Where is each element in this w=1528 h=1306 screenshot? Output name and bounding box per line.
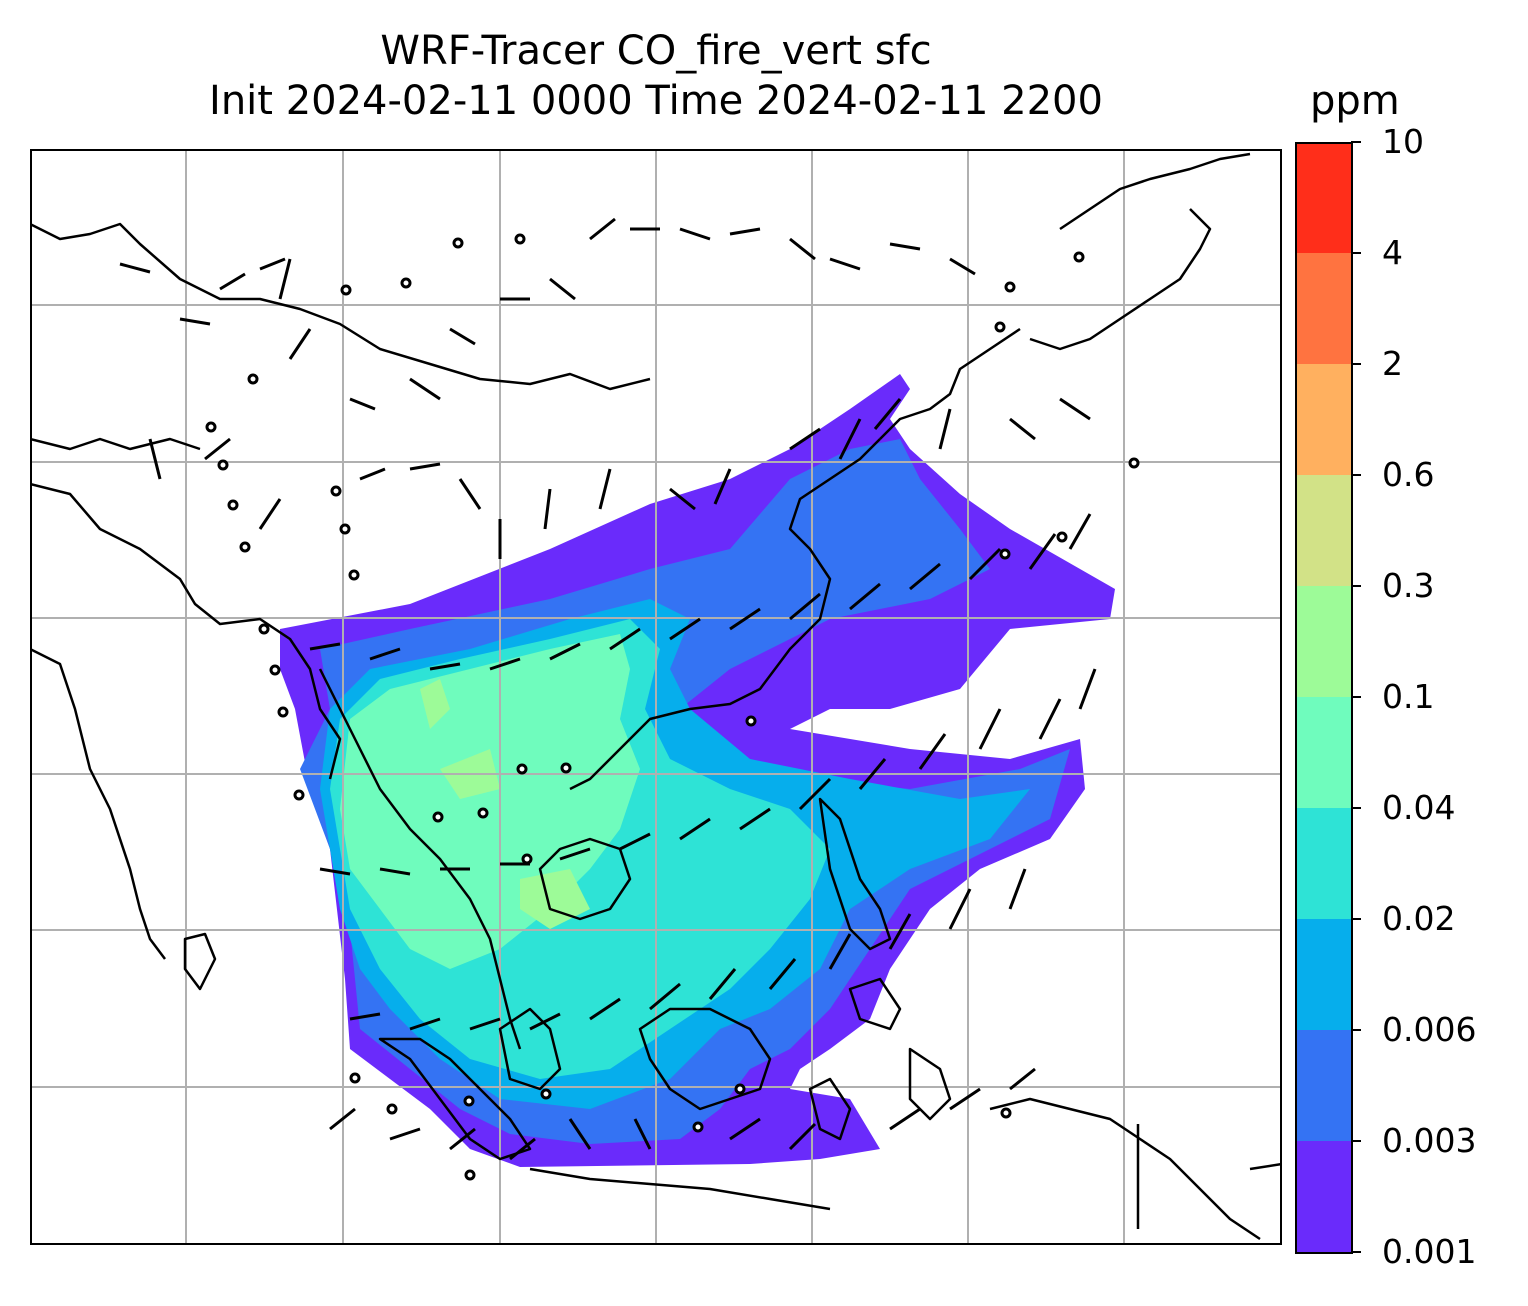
colorbar-border — [1295, 142, 1353, 1254]
map-panel — [30, 149, 1282, 1245]
colorbar-tick-10 — [1351, 141, 1361, 143]
colorbar-segment-0 — [1295, 1141, 1351, 1252]
colorbar-tick-5 — [1351, 696, 1361, 698]
colorbar-label-7: 0.6 — [1382, 455, 1435, 494]
colorbar-label-6: 0.3 — [1382, 566, 1435, 605]
colorbar-segment-9 — [1295, 142, 1351, 253]
colorbar-label-9: 4 — [1382, 233, 1403, 272]
colorbar-label-4: 0.04 — [1382, 788, 1456, 827]
colorbar-segment-4 — [1295, 697, 1351, 808]
colorbar-tick-0 — [1351, 1251, 1361, 1253]
colorbar-label-8: 2 — [1382, 344, 1403, 383]
colorbar-segment-7 — [1295, 364, 1351, 475]
map-border — [30, 149, 1282, 1245]
map-canvas — [30, 149, 1282, 1245]
colorbar-tick-7 — [1351, 474, 1361, 476]
tracer-field-0.1 — [420, 679, 590, 929]
colorbar-segment-5 — [1295, 586, 1351, 697]
colorbar — [1295, 142, 1353, 1254]
coastlines — [30, 152, 1282, 1241]
colorbar-segment-6 — [1295, 475, 1351, 586]
colorbar-segment-3 — [1295, 808, 1351, 919]
colorbar-tick-2 — [1351, 1029, 1361, 1031]
tracer-field — [280, 374, 1115, 1167]
colorbar-unit: ppm — [1310, 78, 1400, 124]
title-line-1: WRF-Tracer CO_fire_vert sfc — [380, 28, 932, 74]
gridlines — [30, 149, 1282, 1245]
wind-barbs — [119, 217, 1097, 1161]
calm-wind-markers — [205, 233, 1140, 1181]
colorbar-tick-9 — [1351, 252, 1361, 254]
colorbar-segment-1 — [1295, 1030, 1351, 1141]
colorbar-tick-6 — [1351, 585, 1361, 587]
colorbar-label-5: 0.1 — [1382, 677, 1435, 716]
colorbar-segment-2 — [1295, 919, 1351, 1030]
colorbar-segment-8 — [1295, 253, 1351, 364]
colorbar-label-1: 0.003 — [1382, 1121, 1477, 1160]
colorbar-label-10: 10 — [1382, 122, 1424, 161]
colorbar-tick-8 — [1351, 363, 1361, 365]
colorbar-label-2: 0.006 — [1382, 1010, 1477, 1049]
map-title: WRF-Tracer CO_fire_vert sfc Init 2024-02… — [30, 26, 1282, 126]
colorbar-tick-4 — [1351, 807, 1361, 809]
colorbar-tick-1 — [1351, 1140, 1361, 1142]
colorbar-label-3: 0.02 — [1382, 899, 1456, 938]
colorbar-label-0: 0.001 — [1382, 1232, 1477, 1271]
colorbar-tick-3 — [1351, 918, 1361, 920]
title-line-2: Init 2024-02-11 0000 Time 2024-02-11 220… — [209, 78, 1103, 124]
